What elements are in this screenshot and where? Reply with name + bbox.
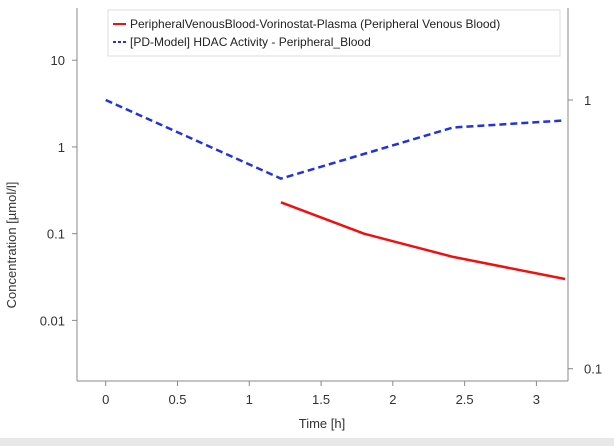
bottom-status-strip (0, 438, 614, 446)
hdac-activity-series-line (105, 98, 566, 180)
plot-area (76, 8, 569, 382)
y-tick-label: 1 (58, 140, 65, 155)
legend-box (107, 9, 561, 57)
legend-label: [PD-Model] HDAC Activity - Peripheral_Bl… (130, 35, 371, 49)
x-tick-label: 2 (389, 392, 396, 407)
y-axis-title: Concentration [µmol/l] (4, 182, 19, 309)
x-axis-title: Time [h] (299, 416, 345, 431)
y-tick-label: 0.01 (40, 313, 65, 328)
x-tick-label: 0 (102, 392, 109, 407)
axis-ticks: 0 0.5 1 1.5 2 2.5 3 10 1 0.1 0.01 1 0.1 (40, 53, 602, 407)
x-tick-label: 1 (246, 392, 253, 407)
legend-label: PeripheralVenousBlood-Vorinostat-Plasma … (130, 17, 500, 31)
data-series (105, 98, 566, 281)
x-tick-label: 0.5 (168, 392, 186, 407)
y-tick-label: 0.1 (47, 227, 65, 242)
y2-tick-label: 1 (584, 93, 591, 108)
x-tick-label: 2.5 (456, 392, 474, 407)
y2-tick-label: 0.1 (584, 362, 602, 377)
legend: PeripheralVenousBlood-Vorinostat-Plasma … (107, 9, 561, 57)
x-tick-label: 1.5 (312, 392, 330, 407)
x-tick-label: 3 (533, 392, 540, 407)
vorinostat-plasma-series-line (280, 201, 566, 281)
y-tick-label: 10 (51, 53, 65, 68)
